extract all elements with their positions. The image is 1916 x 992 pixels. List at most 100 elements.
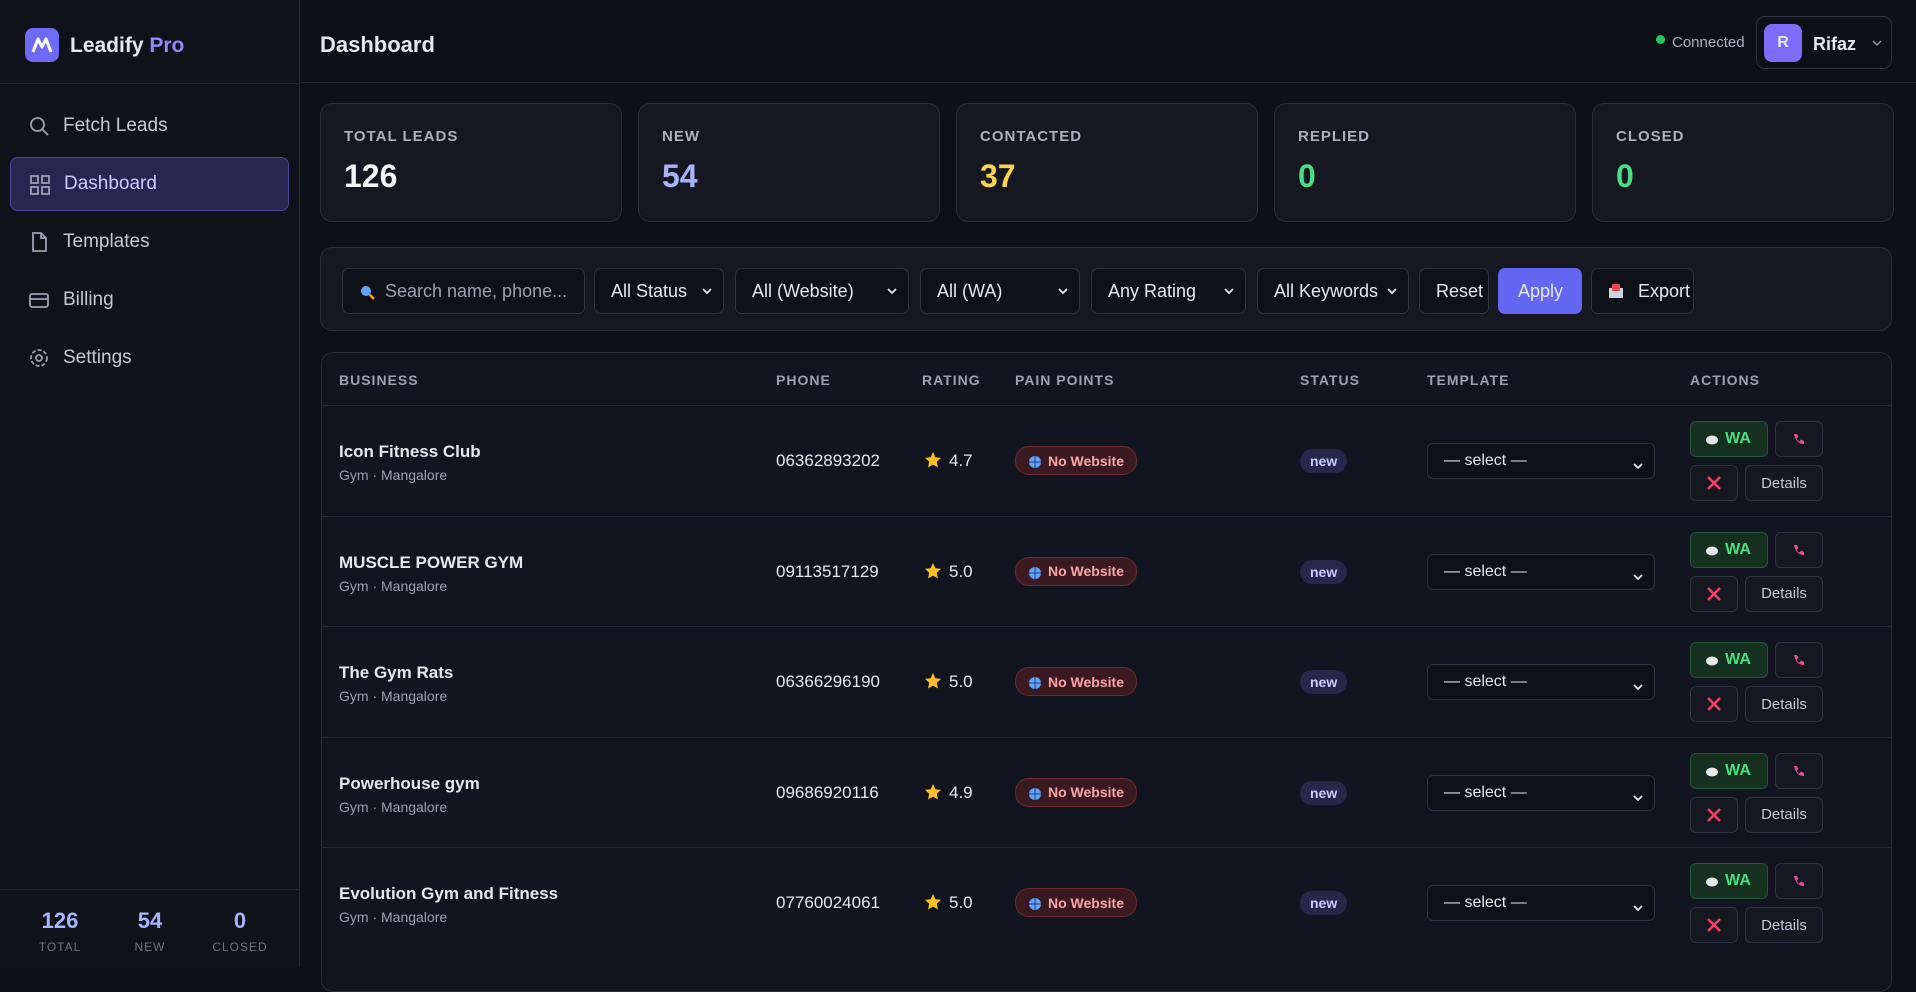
filter-select[interactable]: All (Website) [735,268,909,314]
chevron [1633,794,1643,801]
call-button[interactable] [1775,642,1823,678]
brand-accent: Pro [149,34,185,57]
call-button[interactable] [1775,752,1823,789]
whatsapp-button[interactable]: WA [1690,421,1768,457]
rating: 5.0 [949,893,973,912]
chevron [1224,288,1234,295]
footer-stat-value: 0 [233,908,247,933]
column-header: BUSINESS [339,372,419,388]
business-meta: Gym · Mangalore [339,467,448,483]
star-icon [924,672,942,695]
business-name: Evolution Gym and Fitness [339,884,559,903]
nav-item[interactable]: Billing [10,273,289,327]
footer-stat-label: TOTAL [38,940,82,954]
chat-icon [1706,435,1718,445]
user-menu[interactable]: R Rifaz [1756,16,1892,69]
x-icon [1707,807,1721,822]
nav-item[interactable]: Dashboard [10,157,289,211]
template-select[interactable]: — select — [1427,664,1655,700]
pain-point-label: No Website [1048,784,1124,800]
star-icon [924,893,942,916]
search-input[interactable]: Search name, phone... [342,268,585,314]
chevron [887,288,897,295]
status-badge: new [1300,559,1348,584]
star [925,673,941,689]
export-button[interactable]: Export [1591,268,1694,314]
nav-label: Dashboard [64,173,157,194]
rating: 4.9 [949,782,973,802]
business-meta: Gym · Mangalore [339,909,448,925]
rating: 5.0 [949,672,973,691]
star [925,562,941,578]
template-select[interactable]: — select — [1427,885,1655,921]
call-button[interactable] [1775,863,1823,899]
nav-item[interactable]: Templates [10,215,289,269]
avatar: R [1764,24,1802,62]
nav-label: Templates [63,231,150,252]
nav-icon [30,349,48,367]
whatsapp-button[interactable]: WA [1690,531,1768,568]
stat-label: REPLIED [1298,128,1371,145]
x-icon [1707,918,1721,932]
stat-label: TOTAL LEADS [344,128,459,145]
stat-value: 37 [980,158,1016,194]
user-name: Rifaz [1813,34,1857,54]
nav-label: Settings [63,347,132,368]
table-row: Evolution Gym and Fitness Gym · Mangalore… [322,847,1891,957]
chevron [1633,463,1643,470]
dismiss-button[interactable] [1690,465,1738,501]
brand-row: Leadify Pro [0,0,300,84]
nav-item[interactable]: Settings [10,331,289,385]
apply-button[interactable]: Apply [1498,268,1582,314]
details-button[interactable]: Details [1745,465,1823,501]
whatsapp-button[interactable]: WA [1690,642,1768,678]
star-icon [924,783,942,806]
details-button[interactable]: Details [1745,796,1823,833]
globe-icon [1029,456,1041,468]
template-select[interactable]: — select — [1427,553,1655,590]
search-placeholder: Search name, phone... [385,280,568,301]
pain-point-badge: No Website [1015,777,1137,807]
details-button[interactable]: Details [1745,575,1823,612]
export-label: Export [1638,280,1691,301]
template-select[interactable]: — select — [1427,443,1655,479]
reset-button[interactable]: Reset [1419,268,1489,314]
whatsapp-button[interactable]: WA [1690,752,1768,789]
globe-icon [1029,898,1041,910]
table-row: Icon Fitness Club Gym · Mangalore 06362893… [322,405,1891,515]
sidebar: Leadify Pro Fetch Leads Dashboard Template… [0,0,300,967]
dismiss-button[interactable] [1690,686,1738,722]
template-select[interactable]: — select — [1427,774,1655,811]
footer-stat-label: CLOSED [212,940,268,954]
nav-item[interactable]: Fetch Leads [10,99,289,153]
filter-select[interactable]: All (WA) [920,268,1080,314]
phone-icon [1794,765,1804,776]
details-button[interactable]: Details [1745,907,1823,943]
stat-value: 54 [662,158,698,194]
dismiss-button[interactable] [1690,796,1738,833]
star [925,452,941,468]
dismiss-button[interactable] [1690,907,1738,943]
nav-label: Fetch Leads [63,115,168,136]
nav-label: Billing [63,289,114,310]
filter-select[interactable]: Any Rating [1091,268,1246,314]
pain-point-badge: No Website [1015,888,1137,917]
whatsapp-button[interactable]: WA [1690,863,1768,899]
template-select-label: — select — [1444,673,1527,690]
pain-point-label: No Website [1048,673,1124,690]
logo [25,28,59,62]
call-button[interactable] [1775,421,1823,457]
call-button[interactable] [1775,531,1823,568]
stat-label: CONTACTED [980,128,1083,145]
filter-select[interactable]: All Keywords [1257,268,1409,314]
status-dot [1656,35,1665,44]
stat-value: 0 [1298,158,1316,194]
filter-select[interactable]: All Status [594,268,724,314]
details-button[interactable]: Details [1745,686,1823,722]
leads-table: BUSINESS PHONE RATING PAIN POINTS STATUS TEMP… [321,352,1892,992]
whatsapp-label: WA [1725,430,1751,447]
search-icon [361,286,375,300]
dismiss-button[interactable] [1690,575,1738,612]
sidebar-footer: 126 TOTAL 54 NEW 0 CLOSED [0,889,300,967]
footer-stat-label: NEW [134,940,166,954]
